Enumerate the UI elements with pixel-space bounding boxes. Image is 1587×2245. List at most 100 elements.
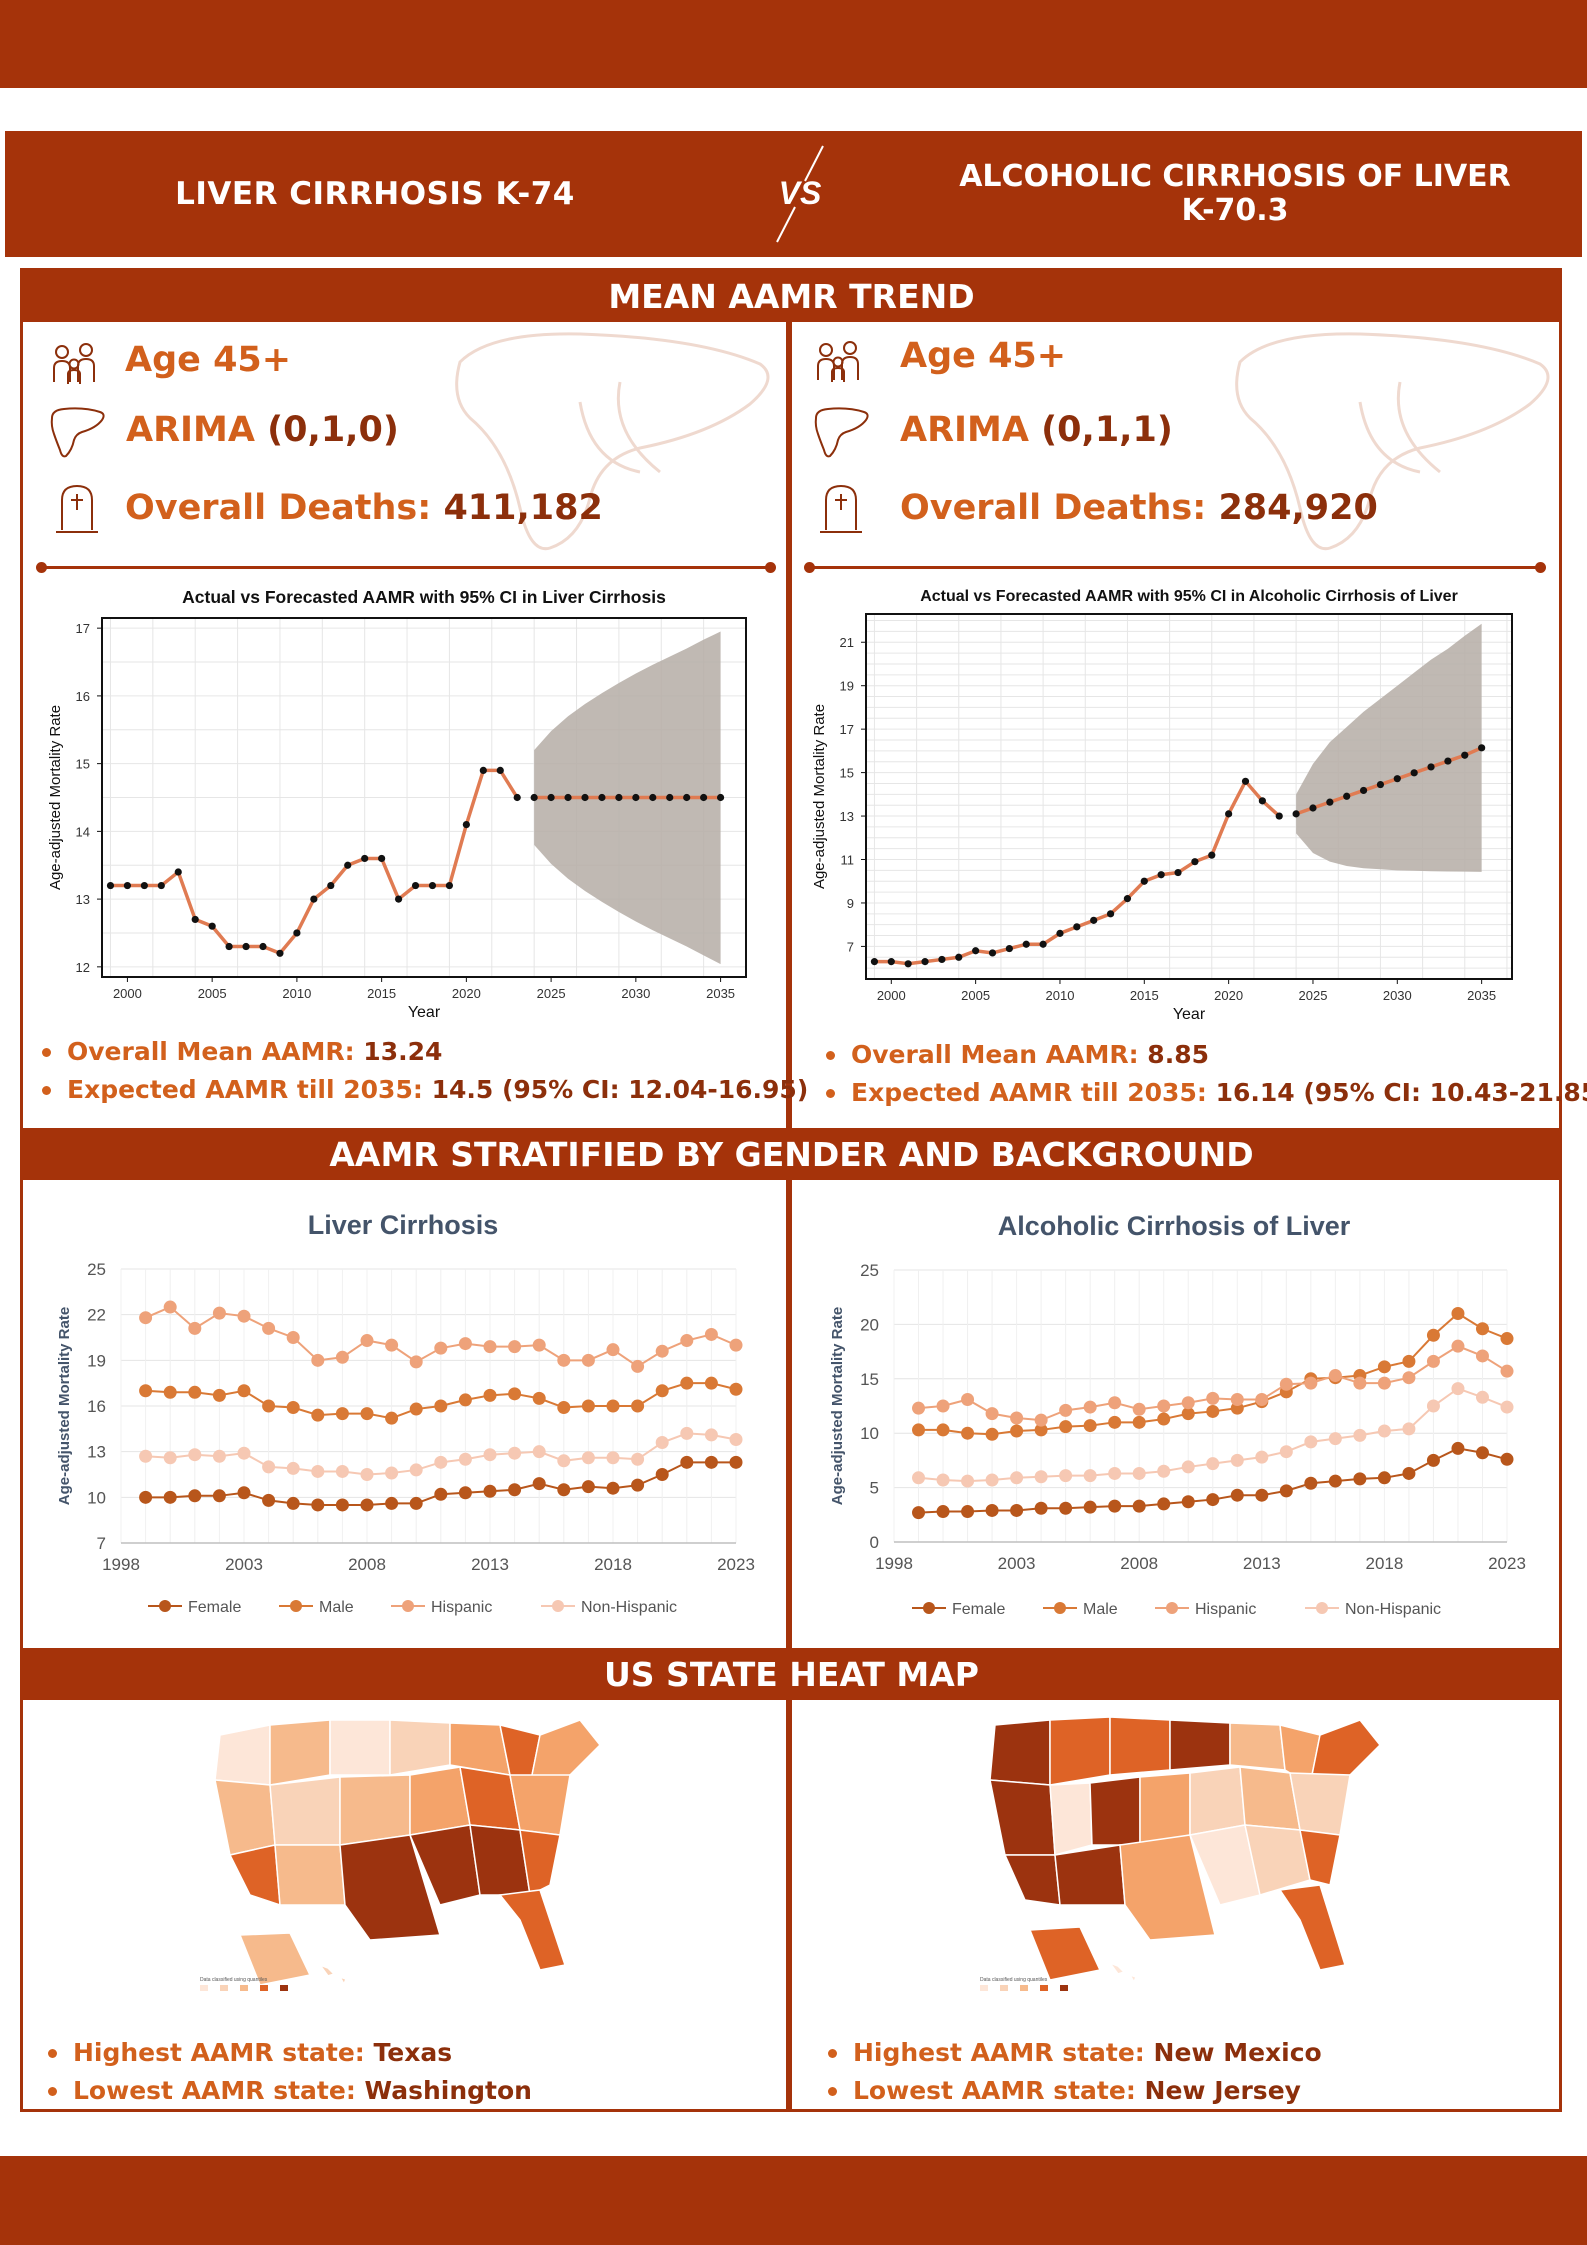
us-heatmap-left: Data classified using quantiles	[200, 1719, 602, 1991]
vs-label: VS	[779, 175, 822, 211]
left-age: Age 45+	[125, 340, 291, 380]
left-deaths-label: Overall Deaths:	[125, 488, 432, 528]
series-point	[360, 1468, 374, 1481]
actual-point	[242, 942, 250, 951]
legend-marker	[1316, 1602, 1328, 1614]
series-point	[434, 1399, 448, 1413]
actual-point	[1241, 777, 1250, 785]
left-trend-bullets: Overall Mean AAMR: 13.24 Expected AAMR t…	[42, 1033, 808, 1109]
series-point	[1328, 1474, 1342, 1488]
series-point	[434, 1455, 448, 1469]
series-point	[483, 1484, 497, 1498]
x-tick-label: 2018	[594, 1555, 632, 1574]
state-region	[1299, 1829, 1341, 1886]
series-point	[1426, 1399, 1440, 1413]
trend-chart-right: Actual vs Forecasted AAMR with 95% CI in…	[811, 588, 1513, 1023]
series-point	[1083, 1400, 1097, 1414]
x-tick-label: 2030	[621, 986, 650, 1001]
actual-point	[1022, 940, 1030, 948]
series-point	[1181, 1396, 1195, 1410]
series-point	[1083, 1419, 1097, 1433]
legend-label: Non-Hispanic	[1345, 1601, 1441, 1618]
left-highest-label: Highest AAMR state:	[73, 2038, 365, 2067]
series-point	[1500, 1452, 1514, 1466]
actual-point	[1106, 910, 1115, 918]
series-point	[1206, 1404, 1220, 1418]
series-point	[508, 1483, 522, 1497]
series-point	[458, 1486, 472, 1500]
series-point	[1328, 1369, 1342, 1383]
actual-point	[276, 949, 284, 957]
map-legend-left-label: Data classified using quantiles	[200, 1977, 268, 1983]
actual-point	[174, 868, 182, 876]
series-point	[729, 1432, 743, 1446]
actual-point	[106, 881, 115, 890]
series-point	[1426, 1328, 1440, 1342]
legend-label: Non-Hispanic	[581, 1599, 677, 1616]
series-point	[1475, 1349, 1489, 1363]
series-point	[163, 1385, 177, 1399]
actual-point	[208, 922, 216, 930]
right-age-label: Age 45+	[900, 336, 1067, 376]
series-point	[1279, 1445, 1293, 1459]
liver-icon	[50, 407, 105, 458]
left-divider-line	[36, 562, 776, 573]
series-point	[311, 1498, 325, 1512]
series-point	[1132, 1466, 1146, 1480]
left-highest-value: Texas	[373, 2038, 453, 2067]
series-point	[1010, 1411, 1024, 1425]
actual-point	[411, 881, 420, 890]
x-tick-label: 2008	[1120, 1554, 1158, 1573]
actual-point	[972, 947, 980, 955]
left-mean-label: Overall Mean AAMR:	[67, 1037, 355, 1066]
left-age-label: Age 45+	[125, 340, 292, 380]
x-tick-label: 2025	[537, 986, 566, 1001]
state-region	[1289, 1772, 1351, 1836]
series-point	[311, 1408, 325, 1422]
right-deaths-label: Overall Deaths:	[900, 488, 1207, 528]
series-point	[1132, 1402, 1146, 1416]
series-point	[557, 1353, 571, 1367]
series-point	[1353, 1472, 1367, 1486]
trend-chart-left: Actual vs Forecasted AAMR with 95% CI in…	[47, 587, 747, 1021]
y-tick-label: 22	[87, 1306, 106, 1325]
series-point	[606, 1481, 620, 1495]
legend-marker	[923, 1602, 935, 1614]
state-region	[1119, 1834, 1216, 1941]
series-point	[912, 1506, 926, 1520]
series-point	[286, 1496, 300, 1510]
y-tick-label: 12	[76, 960, 90, 975]
series-point	[1034, 1423, 1048, 1437]
series-point	[188, 1448, 202, 1462]
liver-watermark	[1235, 332, 1550, 551]
series-point	[704, 1376, 718, 1390]
section-header-stratified: AAMR STRATIFIED BY GENDER AND BACKGROUND	[22, 1128, 1561, 1180]
actual-point	[887, 958, 895, 966]
actual-point	[1039, 940, 1047, 948]
series-point	[212, 1388, 226, 1402]
series-point	[1108, 1466, 1122, 1480]
actual-point	[259, 942, 267, 951]
y-tick-label: 19	[87, 1351, 106, 1370]
series-point	[1230, 1488, 1244, 1502]
forecast-point	[649, 793, 657, 802]
series-point	[1206, 1493, 1220, 1507]
column-divider	[786, 1180, 792, 1648]
series-point	[139, 1449, 153, 1463]
right-lowest-label: Lowest AAMR state:	[853, 2076, 1136, 2105]
series-point	[655, 1436, 669, 1450]
series-point	[212, 1449, 226, 1463]
state-region	[1278, 1884, 1346, 1971]
series-point	[1377, 1376, 1391, 1390]
series-point	[532, 1391, 546, 1405]
series-point	[1279, 1377, 1293, 1391]
actual-point	[1275, 812, 1283, 820]
series-point	[655, 1384, 669, 1398]
confidence-band	[1296, 623, 1482, 872]
series-point	[680, 1334, 694, 1348]
left-arima-value: (0,1,0)	[267, 410, 399, 450]
series-point	[237, 1486, 251, 1500]
actual-line	[874, 778, 1281, 966]
series-point	[335, 1350, 349, 1364]
forecast-point	[1478, 744, 1486, 752]
